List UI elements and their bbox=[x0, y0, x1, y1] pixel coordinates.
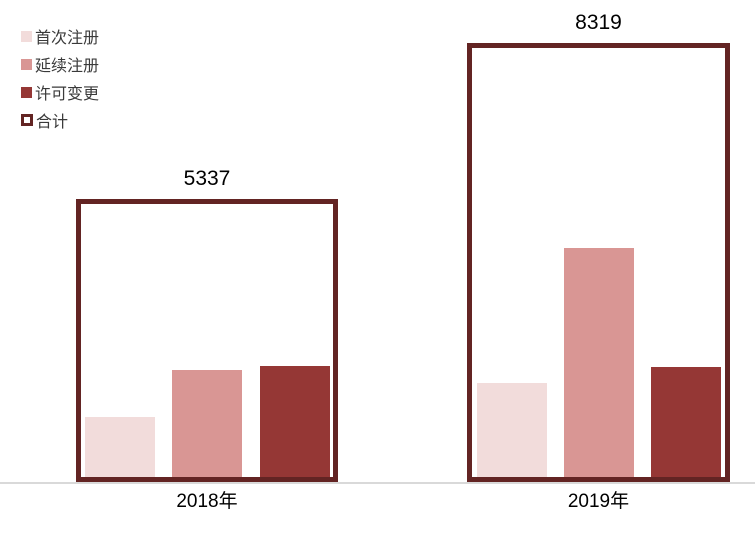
legend-swatch-total bbox=[21, 114, 33, 126]
legend-swatch-license-change bbox=[21, 86, 32, 98]
legend-label-renewal-registration: 延续注册 bbox=[35, 58, 100, 75]
category-label-2018: 2018年 bbox=[176, 491, 238, 512]
legend-item-first-registration: 首次注册 bbox=[21, 22, 99, 50]
x-axis-baseline bbox=[0, 482, 755, 484]
total-value-label-2018: 5337 bbox=[183, 166, 231, 190]
legend-item-total: 合计 bbox=[21, 106, 99, 134]
chart-legend: 首次注册延续注册许可变更合计 bbox=[21, 22, 99, 134]
bar-2018-license-change bbox=[260, 365, 330, 477]
total-value-label-2019: 8319 bbox=[575, 11, 622, 34]
bar-2019-license-change bbox=[651, 367, 721, 477]
bar-2018-renewal-registration bbox=[172, 369, 242, 477]
category-label-2019: 2019年 bbox=[567, 491, 630, 512]
legend-label-first-registration: 首次注册 bbox=[35, 30, 100, 47]
legend-label-license-change: 许可变更 bbox=[35, 86, 100, 103]
legend-label-total: 合计 bbox=[36, 114, 69, 131]
legend-swatch-renewal-registration bbox=[21, 58, 32, 70]
legend-swatch-first-registration bbox=[21, 30, 32, 42]
legend-item-renewal-registration: 延续注册 bbox=[21, 50, 99, 78]
bar-2018-first-registration bbox=[85, 417, 155, 477]
legend-item-license-change: 许可变更 bbox=[21, 78, 99, 106]
total-box-2019 bbox=[467, 43, 730, 482]
bar-2019-first-registration bbox=[477, 382, 547, 477]
bar-2019-renewal-registration bbox=[564, 247, 634, 477]
total-box-2018 bbox=[76, 198, 338, 482]
